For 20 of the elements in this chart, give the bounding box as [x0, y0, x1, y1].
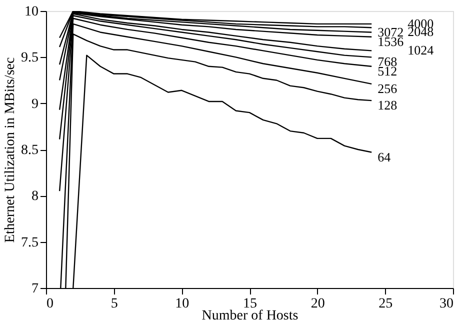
x-tick-label: 20 [310, 296, 325, 312]
text: 1024 [408, 42, 434, 58]
series-label: 64 [378, 149, 392, 164]
x-tick-label: 30 [440, 296, 454, 312]
x-tick-label: 25 [378, 296, 393, 312]
x-tick-label: 10 [175, 296, 190, 312]
y-tick-label: 7.5 [21, 235, 38, 250]
x-tick-label: 5 [110, 296, 118, 312]
y-tick-label: 10 [24, 4, 38, 20]
x-tick-label: 15 [243, 296, 257, 312]
y-axis-title: Ethernet Utilization in MBits/sec [3, 57, 18, 243]
series-label: 128 [378, 98, 398, 113]
x-axis-title: Number of Hosts [202, 308, 298, 324]
y-tick-label: 8.5 [21, 143, 38, 158]
y-tick-label: 8 [32, 189, 38, 204]
y-tick-label: 7 [32, 282, 38, 296]
series-label: 256 [378, 80, 398, 96]
x-tick-label: 0 [46, 296, 54, 312]
y-tick-label: 9.5 [21, 50, 38, 66]
y-tick-label: 9 [32, 96, 38, 112]
